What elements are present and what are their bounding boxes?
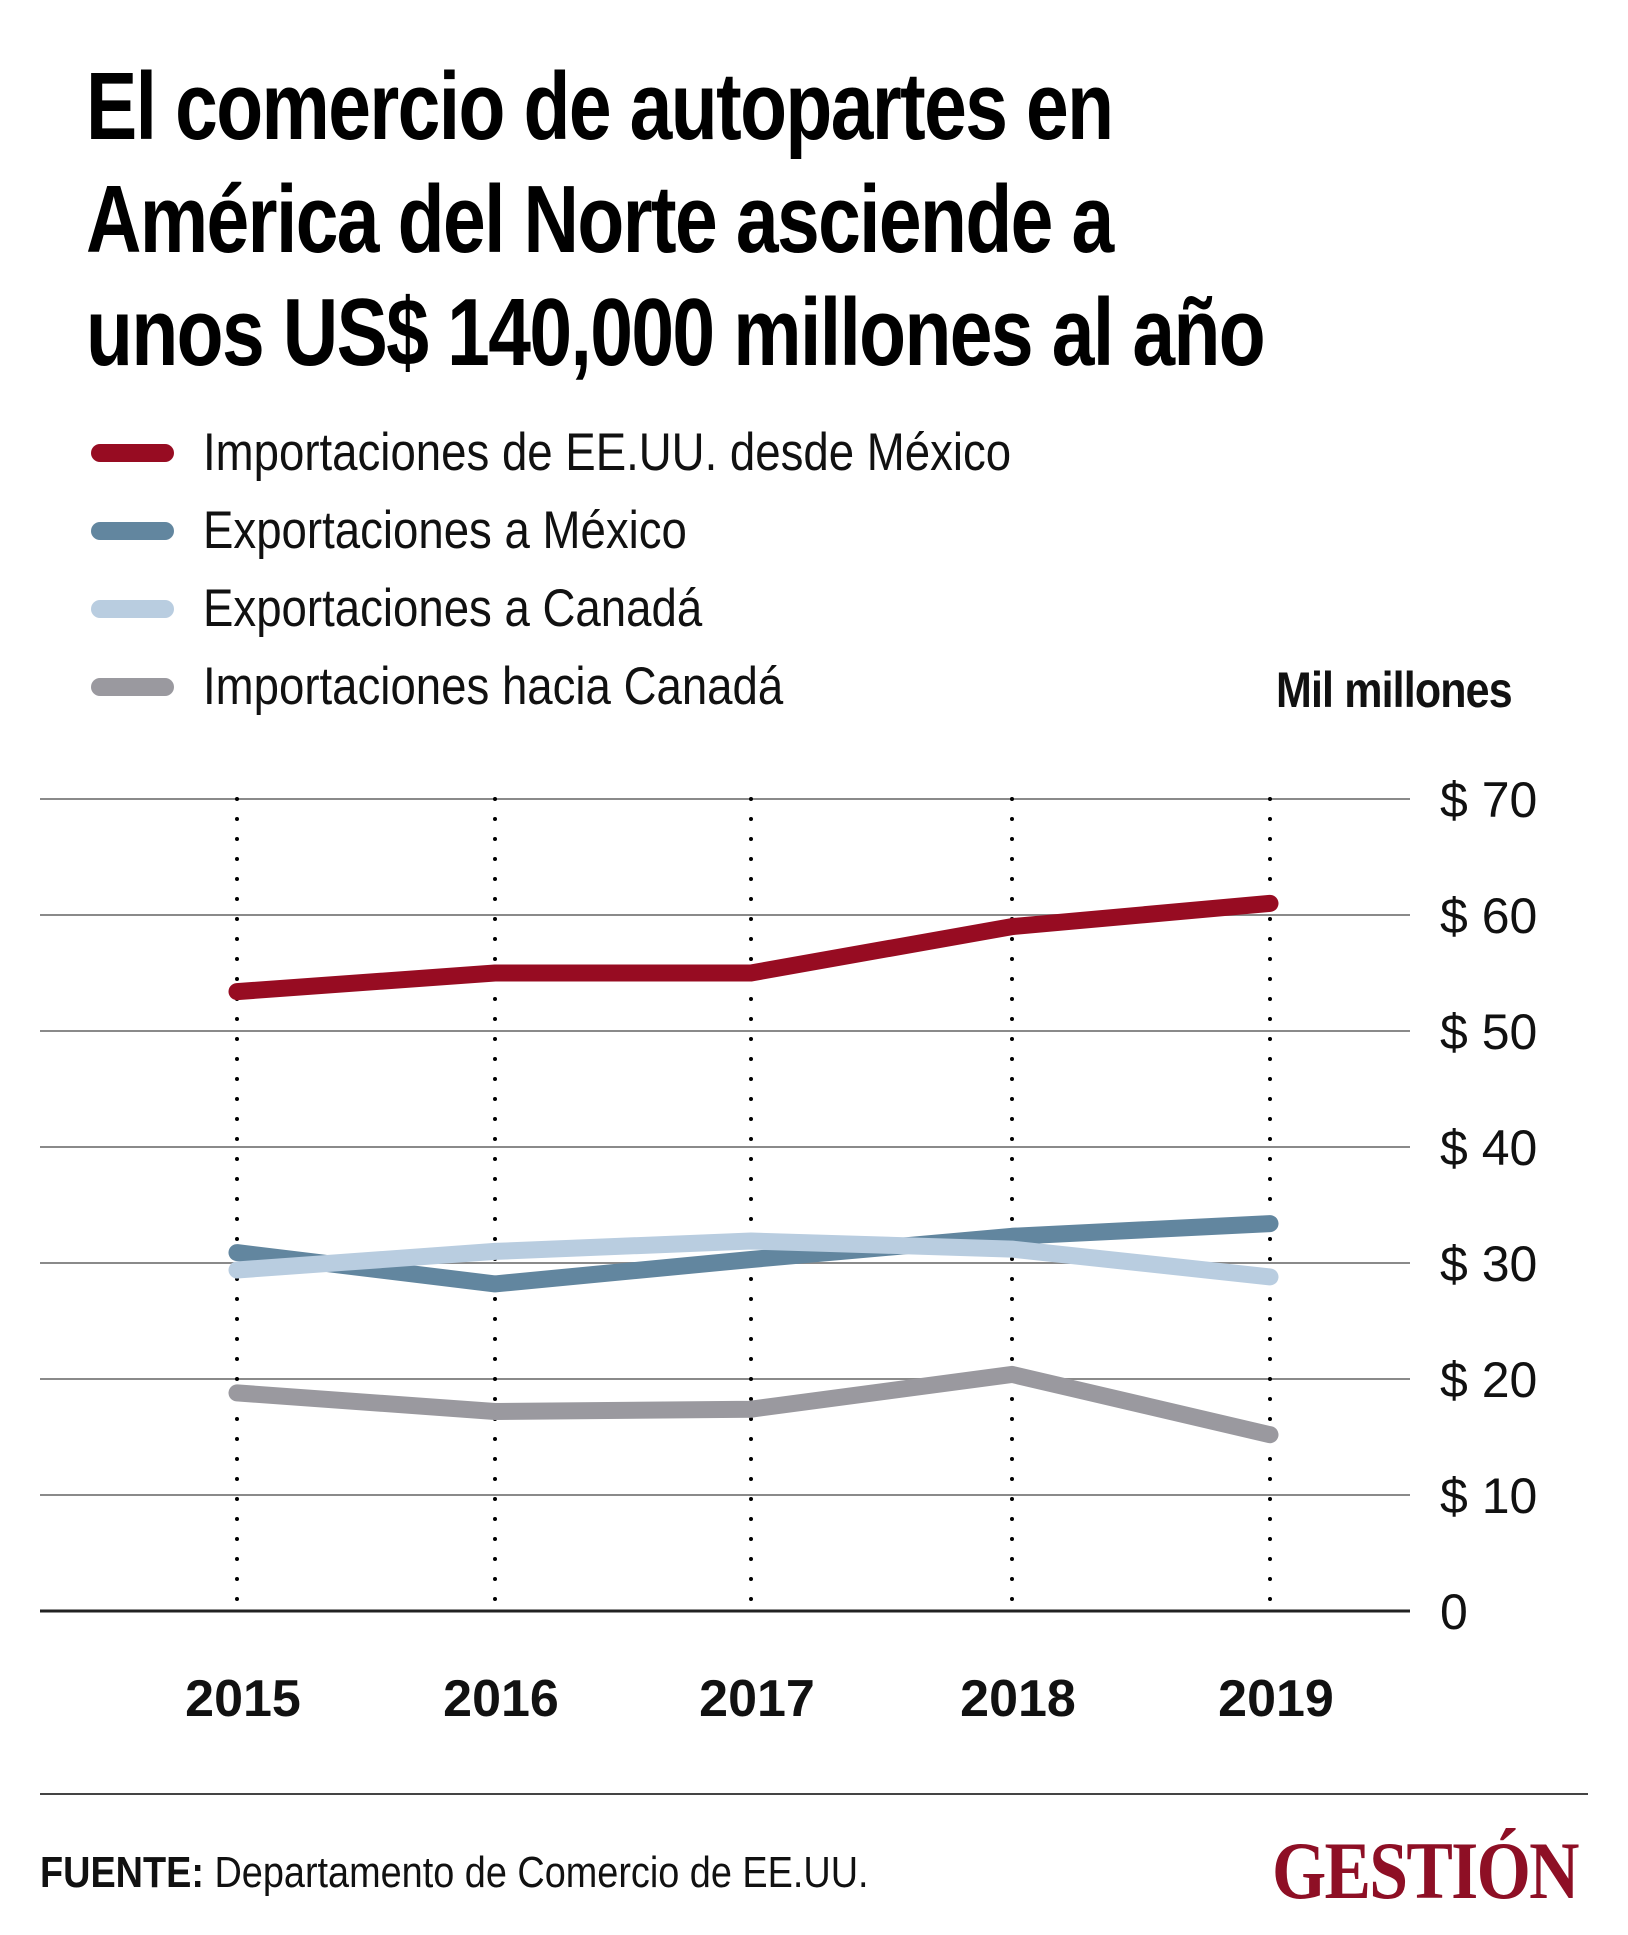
x-tick-label: 2015 [185,1670,301,1728]
y-tick-label: $ 20 [1440,1352,1537,1408]
source-label: FUENTE: [40,1848,204,1897]
x-tick-label: 2017 [699,1670,815,1728]
title-line-1: El comercio de autopartes en [86,53,1114,160]
y-tick-label: $ 30 [1440,1236,1537,1292]
gridlines [40,798,1410,1613]
legend-swatch-icon [91,678,174,696]
legend-label: Importaciones hacia Canadá [203,657,784,716]
y-tick-label: 0 [1440,1584,1468,1640]
legend-item-imports-from-mexico: Importaciones de EE.UU. desde México [91,420,1291,490]
legend-item-exports-to-mexico: Exportaciones a México [91,498,1291,568]
y-tick-label: $ 40 [1440,1120,1537,1176]
y-axis-ticks: 0 $ 10 $ 20 $ 30 $ 40 $ 50 $ 60 $ 70 [1440,772,1537,1640]
y-tick-label: $ 70 [1440,772,1537,828]
y-tick-label: $ 50 [1440,1004,1537,1060]
title-line-3: unos US$ 140,000 millones al año [86,279,1266,386]
y-axis-unit-label: Mil millones [1276,662,1513,718]
series-line-4 [228,1365,1279,1444]
x-tick-label: 2016 [443,1670,559,1728]
legend-label: Exportaciones a México [203,501,687,560]
footer-divider [40,1793,1588,1795]
x-axis-ticks: 2015 2016 2017 2018 2019 [185,1670,1334,1728]
legend-swatch-icon [91,444,174,462]
legend-swatch-icon [91,600,174,618]
legend-item-exports-to-canada: Exportaciones a Canadá [91,576,1291,646]
legend-swatch-icon [91,522,174,540]
legend-label: Importaciones de EE.UU. desde México [203,423,1012,482]
source-text: Departamento de Comercio de EE.UU. [203,1848,869,1897]
x-tick-label: 2018 [960,1670,1076,1728]
y-tick-label: $ 10 [1440,1468,1537,1524]
gestion-logo: GESTIÓN [1272,1825,1579,1916]
legend-item-imports-to-canada: Importaciones hacia Canadá [91,654,1291,724]
series-lines [228,894,1279,1444]
source-note: FUENTE: Departamento de Comercio de EE.U… [40,1845,869,1901]
x-tick-label: 2019 [1218,1670,1334,1728]
chart-title: El comercio de autopartes en América del… [86,50,1446,389]
series-line-1 [228,894,1279,1001]
y-tick-label: $ 60 [1440,888,1537,944]
title-line-2: América del Norte asciende a [86,166,1114,273]
legend-label: Exportaciones a Canadá [203,579,703,638]
